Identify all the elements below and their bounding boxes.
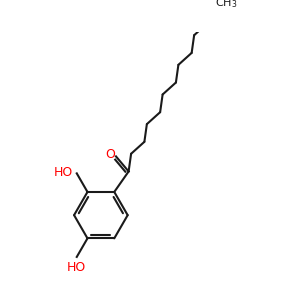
Text: O: O — [105, 148, 115, 161]
Text: HO: HO — [54, 166, 73, 179]
Text: HO: HO — [67, 261, 86, 274]
Text: CH$_3$: CH$_3$ — [215, 0, 238, 10]
